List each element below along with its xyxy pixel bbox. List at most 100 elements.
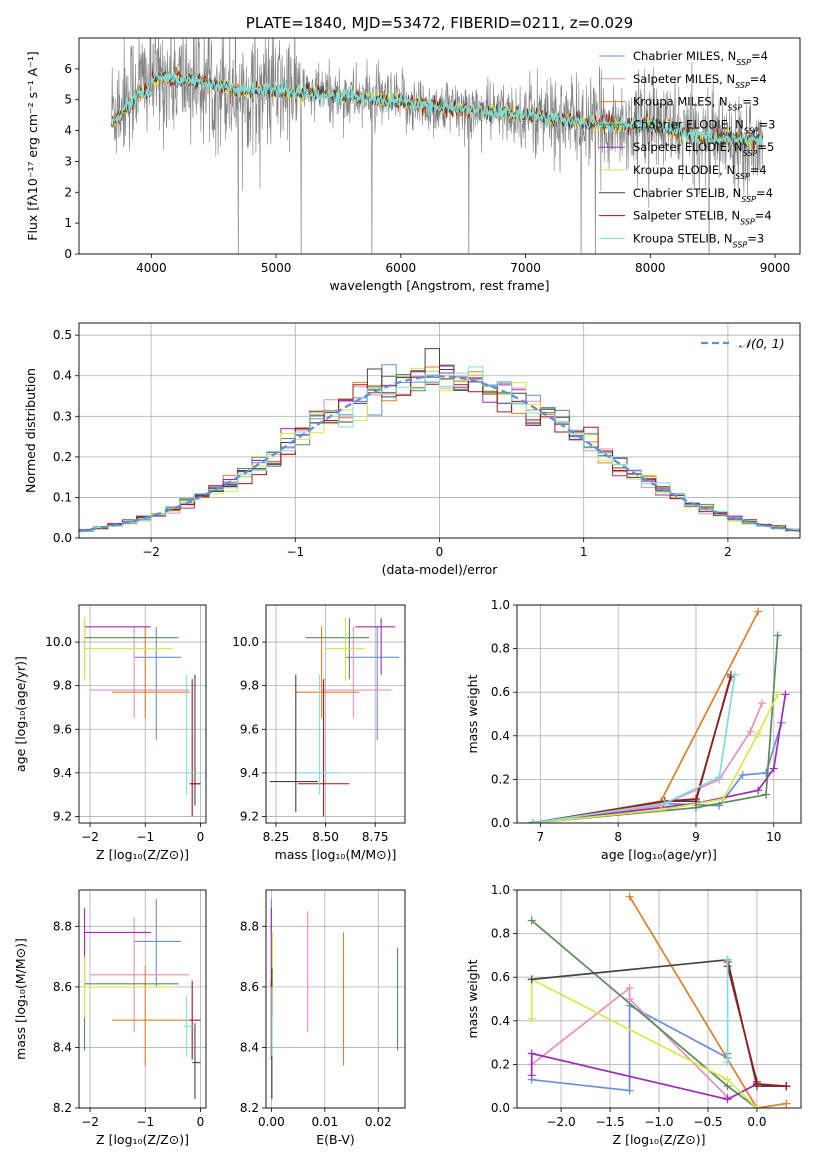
x-tick-label: 0.01 [311,1115,338,1129]
plot-area [528,607,790,823]
legend-label: Salpeter ELODIE, N [633,140,743,154]
panel-8: −2.0 −1.5 −1.0 −0.5 0.0 0.0 0.2 0.4 0.6 0.8 1.0 Z [… [465,883,802,1147]
errorbar-point [83,956,173,1018]
y-tick-label: 1 [64,216,72,230]
legend-label: Chabrier ELODIE, N [633,117,744,131]
x-tick-label: 0.00 [258,1115,285,1129]
x-tick-label: 9000 [760,261,791,275]
x-tick-label: 10 [766,830,781,844]
x-tick-label: 0.0 [747,1115,766,1129]
errorbar-point [83,618,173,682]
weight-marker [730,670,739,679]
x-tick-label: 0.02 [365,1115,392,1129]
weight-line-krou_miles [628,896,787,1108]
y-axis-label: Normed distribution [23,368,38,493]
legend-sub: SSP [740,217,755,226]
plot-area [79,348,800,532]
weight-marker [761,790,770,799]
y-tick-label: 8.8 [53,919,72,933]
axes-frame [78,37,801,255]
errorbar-point [83,622,179,680]
panel-6: −2 −1 0 8.2 8.4 8.6 8.8 Z [log₁₀(Z/Z⊙)] mass [lo… [13,889,207,1147]
weight-line-krou_stelib [532,674,736,823]
y-tick-label: 1.0 [491,883,510,897]
y-axis-label: Flux [fλ10⁻¹⁷ erg cm⁻² s⁻¹ A⁻¹] [25,51,40,240]
y-tick-label: 5 [64,93,72,107]
errorbar-point [90,626,190,719]
y-tick-label: 0.2 [491,1057,510,1071]
y-tick-label: 9.2 [240,809,259,823]
x-tick-label: −2 [81,830,99,844]
x-tick-label: 6000 [386,261,417,275]
panel-5: 7 8 9 10 0.0 0.2 0.4 0.6 0.8 1.0 age [log₁₀(age/yr… [465,598,802,862]
weight-line-krou_miles [532,611,759,823]
y-axis-label: mass weight [465,959,480,1038]
x-tick-label: −1 [136,830,154,844]
plot-area [83,899,201,1099]
x-tick-label: 8.25 [263,830,290,844]
y-tick-label: 0.0 [491,816,510,830]
errorbar-point [321,626,392,719]
axes-frame [265,889,406,1109]
y-tick-label: 8.6 [53,980,72,994]
legend-sub: SSP [741,194,756,203]
x-tick-label: 7 [537,830,545,844]
legend-entry: Chabrier MILES, NSSP=4 [633,49,768,67]
weight-marker [723,1058,732,1067]
y-tick-label: 0.2 [491,772,510,786]
y-tick-label: 10.0 [45,635,72,649]
weight-marker [527,1071,536,1080]
plot-area [527,892,791,1108]
model-spectrum-krou_stelib [110,71,764,148]
weight-marker [754,729,763,738]
x-tick-label: 8.75 [362,830,389,844]
y-tick-label: 0.0 [491,1101,510,1115]
legend-sub: SSP [735,172,750,181]
errorbar-point [345,626,400,741]
weight-marker [782,1082,791,1091]
legend-sub: SSP [735,80,750,89]
y-tick-label: 0.4 [491,1014,510,1028]
legend-entry: Kroupa STELIB, NSSP=3 [633,231,764,249]
weight-marker [528,819,537,823]
x-axis-label: (data-model)/error [382,562,499,577]
y-axis-label: age [log₁₀(age/yr)] [13,656,28,772]
errorbar-point [299,674,340,795]
y-tick-label: 6 [64,62,72,76]
x-tick-label: 2 [724,545,732,559]
errorbar-point [189,679,201,817]
y-tick-label: 10.0 [232,635,259,649]
weight-marker [781,690,790,699]
weight-marker [723,955,732,964]
x-tick-label: 0 [197,1115,205,1129]
weight-marker [754,607,763,616]
weight-marker [715,773,724,782]
x-tick-label: −1 [286,545,304,559]
weight-marker [625,995,634,1003]
errorbar-point [297,679,350,817]
x-tick-label: 0 [436,545,444,559]
weight-marker [773,690,782,699]
y-tick-label: 8.6 [240,980,259,994]
legend-suffix: =3 [759,117,776,131]
legend-entry: Chabrier ELODIE, NSSP=3 [633,117,775,135]
x-tick-label: −1.0 [644,1115,673,1129]
y-tick-label: 0.5 [53,328,72,342]
y-tick-label: 0.3 [53,409,72,423]
legend-suffix: =3 [747,231,764,245]
axes-frame [516,604,802,824]
x-tick-label: 8.50 [312,830,339,844]
legend-suffix: =5 [757,140,774,154]
y-tick-label: 0.6 [491,685,510,699]
weight-marker [761,768,770,777]
legend-entry: Kroupa ELODIE, NSSP=4 [633,163,767,181]
panel-7: 0.00 0.01 0.02 8.2 8.4 8.6 8.8 E(B-V) [240,889,406,1147]
errorbar-point [183,674,195,795]
axes-frame [78,889,207,1109]
legend-sub: SSP [728,103,743,112]
x-axis-label: wavelength [Angstrom, rest frame] [329,278,549,293]
legend-label: Kroupa ELODIE, N [633,163,735,177]
y-tick-label: 9.2 [53,809,72,823]
legend-entry: Salpeter ELODIE, NSSP=5 [633,140,774,158]
x-tick-label: −1.5 [595,1115,624,1129]
